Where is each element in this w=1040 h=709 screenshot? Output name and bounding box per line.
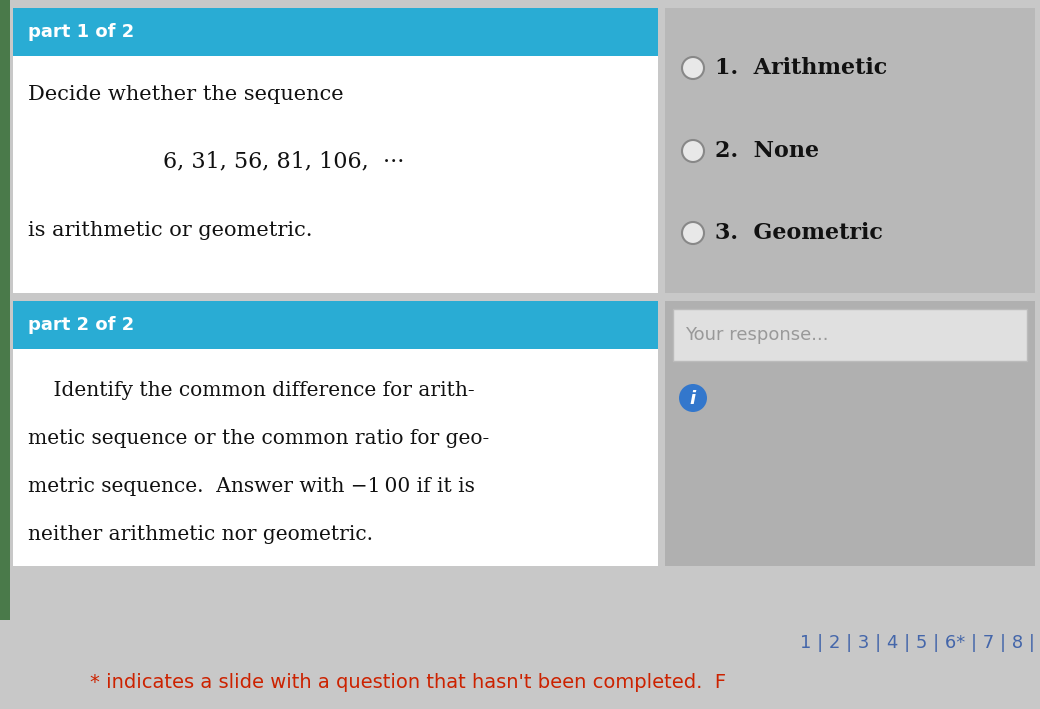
FancyBboxPatch shape — [673, 309, 1028, 361]
Circle shape — [679, 384, 707, 412]
Text: 3.  Geometric: 3. Geometric — [716, 222, 883, 244]
FancyBboxPatch shape — [665, 8, 1035, 293]
Text: i: i — [690, 390, 696, 408]
Text: 1 | 2 | 3 | 4 | 5 | 6* | 7 | 8 |: 1 | 2 | 3 | 4 | 5 | 6* | 7 | 8 | — [800, 634, 1035, 652]
Text: Your response...: Your response... — [685, 326, 829, 344]
Text: 1.  Arithmetic: 1. Arithmetic — [716, 57, 887, 79]
FancyBboxPatch shape — [12, 8, 658, 293]
FancyBboxPatch shape — [12, 301, 658, 566]
Text: Decide whether the sequence: Decide whether the sequence — [28, 84, 343, 104]
Text: * indicates a slide with a question that hasn't been completed.  F: * indicates a slide with a question that… — [90, 673, 726, 691]
Text: metric sequence.  Answer with −1 00 if it is: metric sequence. Answer with −1 00 if it… — [28, 477, 475, 496]
Text: part 1 of 2: part 1 of 2 — [28, 23, 134, 41]
FancyBboxPatch shape — [665, 301, 1035, 566]
Text: Identify the common difference for arith-: Identify the common difference for arith… — [28, 381, 474, 401]
FancyBboxPatch shape — [0, 0, 10, 620]
Circle shape — [682, 222, 704, 244]
FancyBboxPatch shape — [12, 8, 658, 56]
Text: is arithmetic or geometric.: is arithmetic or geometric. — [28, 221, 312, 240]
Circle shape — [682, 140, 704, 162]
Text: 2.  None: 2. None — [716, 140, 820, 162]
FancyBboxPatch shape — [12, 301, 658, 349]
Text: part 2 of 2: part 2 of 2 — [28, 316, 134, 334]
Text: neither arithmetic nor geometric.: neither arithmetic nor geometric. — [28, 525, 373, 545]
Text: metic sequence or the common ratio for geo-: metic sequence or the common ratio for g… — [28, 430, 489, 449]
Circle shape — [682, 57, 704, 79]
Text: 6, 31, 56, 81, 106,  ···: 6, 31, 56, 81, 106, ··· — [163, 150, 405, 172]
